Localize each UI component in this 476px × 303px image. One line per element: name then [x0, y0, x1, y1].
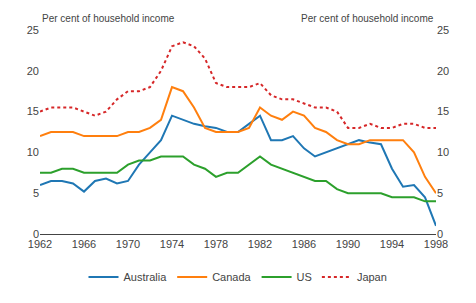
svg-text:20: 20 — [27, 65, 39, 77]
svg-text:25: 25 — [27, 24, 39, 36]
svg-text:Japan: Japan — [357, 271, 387, 283]
svg-text:0: 0 — [33, 228, 39, 240]
svg-text:10: 10 — [27, 146, 39, 158]
svg-text:Canada: Canada — [212, 271, 251, 283]
svg-text:US: US — [297, 271, 312, 283]
svg-text:1982: 1982 — [248, 238, 272, 250]
svg-text:15: 15 — [437, 105, 449, 117]
svg-text:0: 0 — [437, 228, 443, 240]
svg-text:1974: 1974 — [160, 238, 184, 250]
svg-text:1986: 1986 — [292, 238, 316, 250]
svg-text:10: 10 — [437, 146, 449, 158]
svg-text:15: 15 — [27, 105, 39, 117]
svg-text:1998: 1998 — [424, 238, 448, 250]
svg-text:20: 20 — [437, 65, 449, 77]
svg-text:Per cent of household income: Per cent of household income — [42, 13, 175, 24]
svg-text:1970: 1970 — [116, 238, 140, 250]
svg-text:1966: 1966 — [72, 238, 96, 250]
svg-text:25: 25 — [437, 24, 449, 36]
svg-text:Australia: Australia — [124, 271, 168, 283]
svg-text:1990: 1990 — [336, 238, 360, 250]
svg-text:1978: 1978 — [204, 238, 228, 250]
svg-text:Per cent of household income: Per cent of household income — [301, 13, 434, 24]
svg-text:1962: 1962 — [28, 238, 52, 250]
svg-text:5: 5 — [437, 187, 443, 199]
svg-text:5: 5 — [33, 187, 39, 199]
svg-text:1994: 1994 — [380, 238, 404, 250]
